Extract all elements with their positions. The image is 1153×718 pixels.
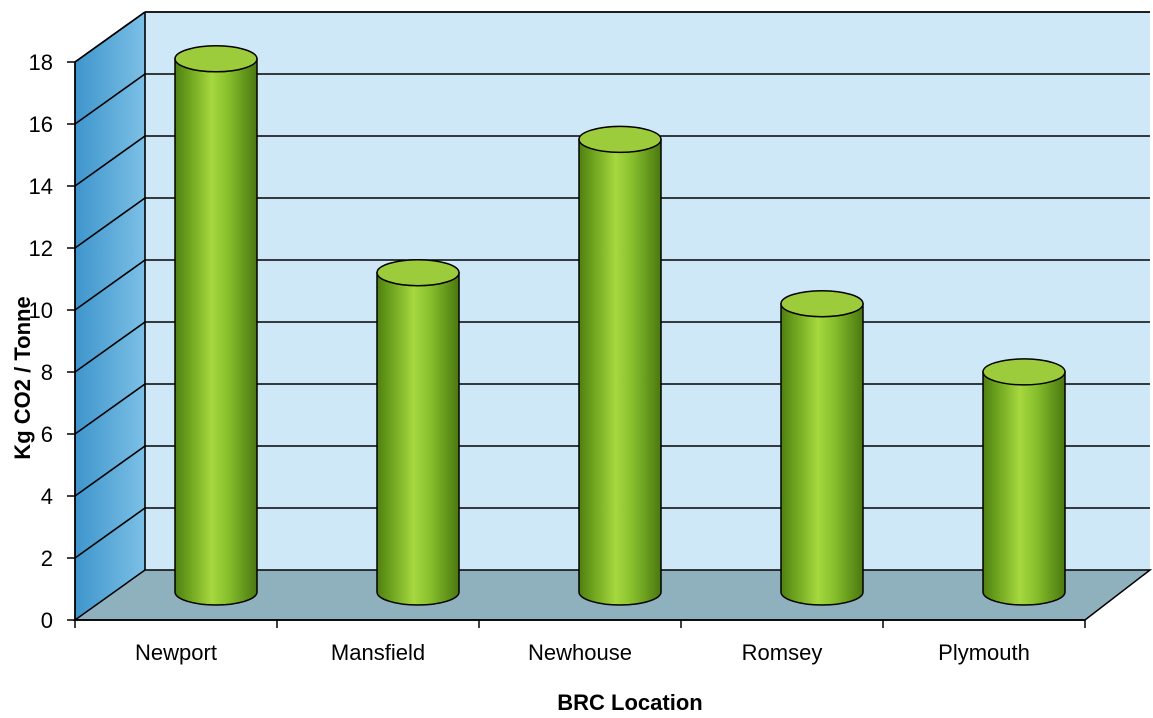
gridline-side (74, 383, 146, 435)
bar-mansfield (376, 258, 460, 606)
x-axis-labels: Newport Mansfield Newhouse Romsey Plymouth (74, 620, 1086, 665)
bar-body (174, 58, 258, 606)
bar-top (982, 358, 1066, 386)
gridline-side (74, 321, 146, 373)
y-tick-label: 14 (29, 174, 53, 199)
axes (74, 11, 1150, 621)
side-wall (75, 12, 145, 620)
bar-romsey (780, 289, 864, 606)
x-tick-label: Newhouse (528, 640, 632, 665)
bar-top (174, 45, 258, 73)
bar-body (376, 271, 460, 606)
y-tick-label: 2 (41, 546, 53, 571)
y-tick-label: 0 (41, 608, 53, 633)
x-axis-title: BRC Location (557, 690, 702, 715)
gridline-side (74, 445, 146, 497)
bar-body (578, 138, 662, 606)
gridline-side (74, 135, 146, 187)
y-tick-label: 18 (29, 50, 53, 75)
bar-top (376, 258, 460, 287)
y-tick-label: 6 (41, 422, 53, 447)
y-tick-label: 12 (29, 236, 53, 261)
bar-body (982, 371, 1066, 606)
bar-newhouse (578, 125, 662, 606)
gridline-side (74, 73, 146, 125)
y-tick-label: 10 (29, 298, 53, 323)
bar-newport (174, 45, 258, 606)
y-tick-label: 16 (29, 112, 53, 137)
x-tick-label: Plymouth (938, 640, 1030, 665)
x-tick-label: Newport (135, 640, 217, 665)
y-tick-label: 4 (41, 484, 53, 509)
y-axis-title: Kg CO2 / Tonne (10, 296, 35, 459)
side-top-edge (74, 11, 146, 63)
gridline-side (74, 507, 146, 559)
x-tick-label: Mansfield (331, 640, 425, 665)
bars (174, 45, 1066, 606)
bar-body (780, 302, 864, 606)
bar-plymouth (982, 358, 1066, 606)
y-tick-label: 8 (41, 360, 53, 385)
bar-top (780, 289, 864, 318)
gridline-side (74, 259, 146, 311)
gridline-side (74, 197, 146, 249)
x-tick-label: Romsey (742, 640, 823, 665)
y-axis-ticks: 0 2 4 6 8 10 12 14 16 18 (29, 50, 75, 633)
bar-top (578, 125, 662, 154)
